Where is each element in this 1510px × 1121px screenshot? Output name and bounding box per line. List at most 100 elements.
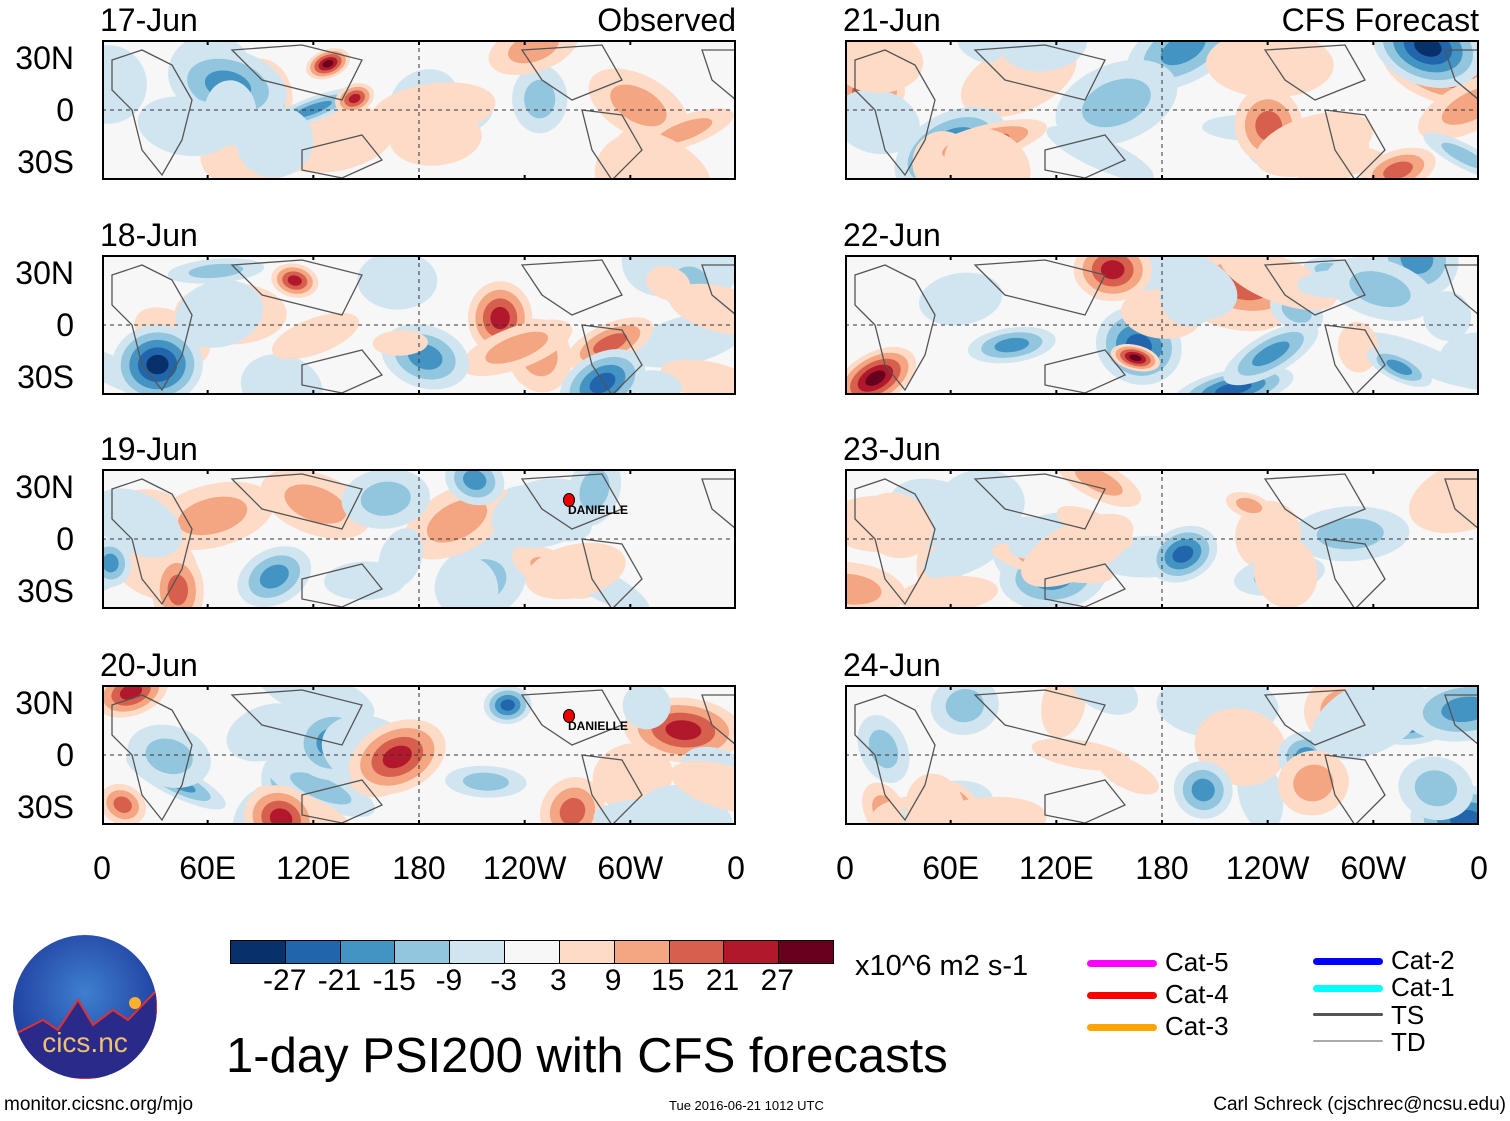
coastline xyxy=(301,349,384,394)
coastline xyxy=(1044,134,1127,179)
coastline xyxy=(1044,563,1127,608)
psi200-map-panel xyxy=(845,685,1479,825)
cics-logo: cics.nc xyxy=(13,935,157,1079)
coastline xyxy=(301,779,384,824)
contour-positive xyxy=(670,760,736,814)
panel-tag: Observed xyxy=(597,2,736,38)
coastline xyxy=(701,478,736,530)
contour-negative xyxy=(500,699,515,711)
panel-tag: CFS Forecast xyxy=(1281,2,1479,38)
contour-positive xyxy=(845,40,924,93)
lon-label: 0 xyxy=(836,850,854,886)
legend-swatch xyxy=(1313,1013,1383,1016)
panel-date: 23-Jun xyxy=(843,431,941,467)
contour-negative xyxy=(102,553,119,573)
coastline xyxy=(1263,259,1366,316)
colorbar-tick-label: 3 xyxy=(550,964,567,997)
contour-positive xyxy=(167,574,189,606)
contour-negative xyxy=(204,80,257,147)
coastline xyxy=(1324,109,1386,180)
legend-label: Cat-1 xyxy=(1391,972,1455,1002)
contour-positive xyxy=(485,331,549,364)
coastline xyxy=(301,134,384,179)
colorbar-cell xyxy=(450,941,506,963)
coastline xyxy=(581,754,643,825)
contour-positive xyxy=(559,797,586,825)
lat-label: 0 xyxy=(56,737,74,773)
coastline xyxy=(973,44,1106,101)
contour-negative xyxy=(1070,685,1139,715)
contour-positive xyxy=(1255,112,1373,177)
coastline xyxy=(230,689,363,746)
panel-date: 21-Jun xyxy=(843,2,941,38)
lat-label: 0 xyxy=(56,521,74,557)
legend-label: Cat-4 xyxy=(1165,979,1229,1009)
contour-positive xyxy=(1100,260,1125,280)
lon-label: 120E xyxy=(275,850,351,886)
contour-positive xyxy=(372,330,428,356)
colorbar-cell xyxy=(285,941,341,963)
contour-negative xyxy=(919,272,1003,326)
psi200-map-panel xyxy=(845,255,1479,395)
coastline xyxy=(581,324,643,395)
contour-negative xyxy=(1311,685,1427,760)
storm-marker[interactable] xyxy=(563,493,575,507)
contour-positive xyxy=(660,359,736,395)
coastline xyxy=(1444,478,1479,530)
coastline xyxy=(973,689,1106,746)
contour-positive xyxy=(1293,764,1334,802)
footer-author: Carl Schreck (cjschrec@ncsu.edu) xyxy=(1213,1094,1506,1115)
legend-swatch xyxy=(1313,985,1383,992)
contour-positive xyxy=(646,265,691,301)
lat-label: 30N xyxy=(15,40,74,76)
coastline xyxy=(854,49,936,177)
contour-positive xyxy=(944,128,1031,180)
colorbar-tick-label: 15 xyxy=(651,964,685,997)
colorbar-tick-label: -15 xyxy=(372,964,416,997)
contour-negative xyxy=(1365,332,1479,389)
coastline xyxy=(520,473,623,530)
colorbar-cell xyxy=(724,941,780,963)
contour-negative xyxy=(102,488,182,558)
lon-label: 60E xyxy=(922,850,980,886)
psi200-map-panel xyxy=(845,40,1479,180)
contour-negative xyxy=(1441,142,1479,170)
contour-positive xyxy=(845,573,882,605)
psi200-map-panel xyxy=(845,469,1479,609)
contour-positive xyxy=(665,720,702,740)
coastline xyxy=(301,563,384,608)
contour-negative xyxy=(945,688,985,723)
coastline xyxy=(1263,689,1366,746)
contour-negative xyxy=(146,354,169,375)
colorbar-tick-label: -27 xyxy=(263,964,307,997)
contour-positive xyxy=(656,118,713,145)
contour-negative xyxy=(1215,381,1252,395)
contour-negative xyxy=(226,703,309,762)
contour-positive xyxy=(113,796,132,813)
lat-label: 30S xyxy=(17,789,74,825)
legend-swatch xyxy=(1087,960,1157,967)
coastline xyxy=(854,264,936,392)
coastline xyxy=(1263,44,1366,101)
coastline xyxy=(1044,349,1127,394)
storm-marker[interactable] xyxy=(563,709,575,723)
colorbar-tick-label: -21 xyxy=(317,964,362,997)
contour-positive xyxy=(348,93,361,104)
lon-label: 60W xyxy=(597,850,664,886)
colorbar-tick-label: -3 xyxy=(490,964,517,997)
lat-label: 30N xyxy=(15,469,74,505)
lon-label: 180 xyxy=(1135,850,1189,886)
coastline xyxy=(973,259,1106,316)
contour-negative xyxy=(102,45,147,124)
footer-url[interactable]: monitor.cicsnc.org/mjo xyxy=(4,1094,194,1115)
contour-positive xyxy=(610,84,667,127)
coastline xyxy=(1324,538,1386,609)
coastline xyxy=(230,259,363,316)
contour-negative xyxy=(1172,545,1194,563)
contour-negative xyxy=(357,255,438,310)
panel-date: 19-Jun xyxy=(100,431,198,467)
legend-label: Cat-3 xyxy=(1165,1011,1229,1041)
chart-title: 1-day PSI200 with CFS forecasts xyxy=(226,1029,948,1083)
lon-label: 60W xyxy=(1340,850,1407,886)
coastline xyxy=(520,44,623,101)
